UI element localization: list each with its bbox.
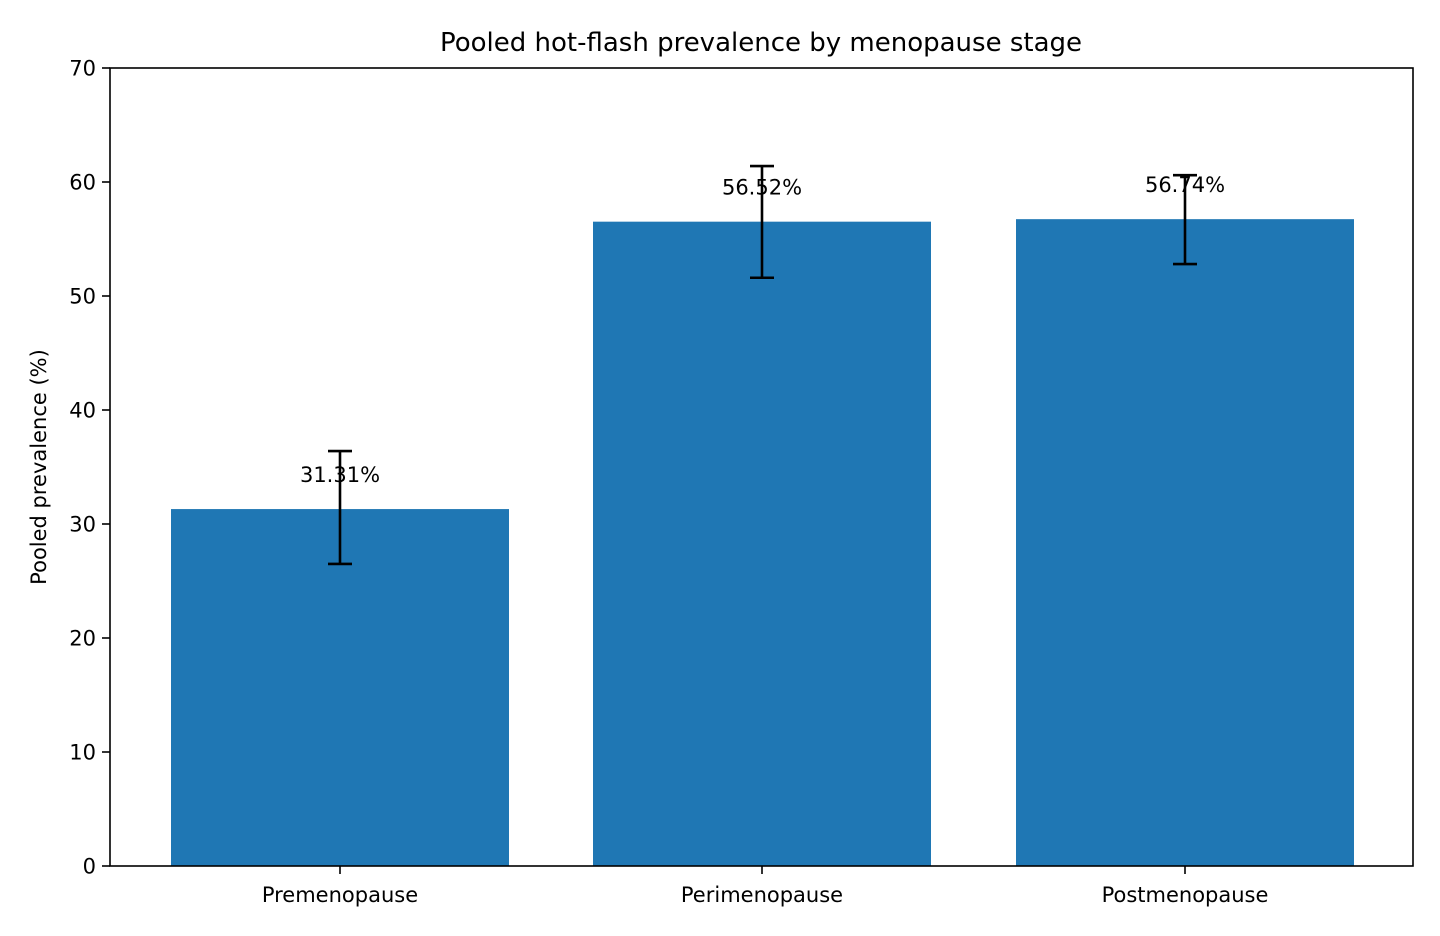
y-tick-label: 40 (69, 399, 96, 423)
error-bar-perimenopause (750, 164, 774, 280)
x-tick-label-premenopause: Premenopause (262, 883, 418, 907)
data-label-perimenopause: 56.52% (722, 176, 802, 200)
y-tick-label: 0 (83, 855, 96, 879)
error-bar-postmenopause (1173, 173, 1197, 266)
y-tick-label: 70 (69, 57, 96, 81)
y-tick-label: 10 (69, 741, 96, 765)
error-bar-premenopause (328, 449, 352, 566)
data-label-postmenopause: 56.74% (1145, 173, 1225, 197)
bar-premenopause (171, 509, 509, 866)
data-label-premenopause: 31.31% (300, 463, 380, 487)
y-tick-label: 60 (69, 171, 96, 195)
y-tick-label: 20 (69, 627, 96, 651)
x-tick-label-perimenopause: Perimenopause (681, 883, 843, 907)
y-axis-label: Pooled prevalence (%) (27, 349, 51, 585)
y-tick-label: 30 (69, 513, 96, 537)
bar-postmenopause (1016, 219, 1354, 866)
x-tick-label-postmenopause: Postmenopause (1102, 883, 1269, 907)
plot-area: 31.31% 56.52% 56.74% 0 10 20 30 40 50 60 70 Premeno… (69, 57, 1414, 907)
y-tick-label: 50 (69, 285, 96, 309)
bar-perimenopause (593, 221, 931, 866)
chart-title: Pooled hot-flash prevalence by menopause… (440, 28, 1082, 58)
